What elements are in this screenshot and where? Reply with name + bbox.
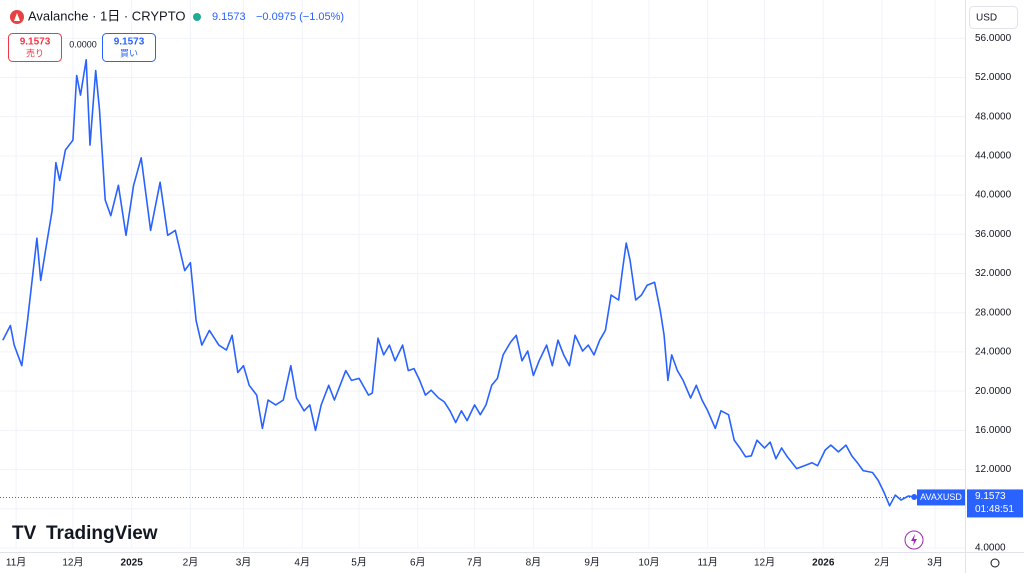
symbol-title[interactable]: Avalanche · 1日 · CRYPTO bbox=[28, 8, 186, 23]
price-tag bbox=[967, 489, 1023, 518]
spread: 0.0000 bbox=[69, 39, 97, 49]
sell-price: 9.1573 bbox=[20, 37, 51, 48]
plot bbox=[0, 59, 965, 507]
flash-icon bbox=[911, 534, 917, 546]
x-tick-label: 2月 bbox=[183, 557, 199, 569]
x-tick-label: 10月 bbox=[638, 557, 659, 569]
price-tag-value: 9.1573 bbox=[975, 491, 1006, 502]
y-tick-label: 12.0000 bbox=[975, 464, 1012, 475]
y-tick-label: 28.0000 bbox=[975, 307, 1012, 318]
header-price: 9.1573 bbox=[212, 11, 246, 23]
sell-button[interactable] bbox=[8, 33, 62, 62]
y-tick-label: 24.0000 bbox=[975, 347, 1012, 358]
price-tag-countdown: 01:48:51 bbox=[975, 504, 1014, 515]
x-tick-label: 3月 bbox=[236, 557, 252, 569]
sell-label: 売り bbox=[26, 47, 44, 58]
buy-label: 買い bbox=[120, 48, 138, 58]
x-tick-label: 11月 bbox=[6, 557, 26, 569]
currency: USD bbox=[976, 13, 997, 24]
y-tick-label: 48.0000 bbox=[975, 111, 1012, 122]
y-tick-label: 20.0000 bbox=[975, 386, 1012, 397]
x-tick-label: 2月 bbox=[874, 557, 890, 569]
header-change: −0.0975 (−1.05%) bbox=[256, 11, 344, 23]
x-tick-label: 5月 bbox=[351, 557, 367, 569]
y-tick-label: 52.0000 bbox=[975, 72, 1012, 83]
grid bbox=[0, 0, 965, 549]
x-tick-label: 8月 bbox=[526, 557, 542, 569]
y-tick-label: 40.0000 bbox=[975, 190, 1012, 201]
x-tick-label: 3月 bbox=[927, 557, 943, 569]
symbol-tag bbox=[917, 489, 965, 506]
x-tick-label: 9月 bbox=[584, 557, 600, 569]
y-tick-label: 4.0000 bbox=[975, 543, 1006, 554]
x-tick-label: 2026 bbox=[812, 558, 835, 569]
symbol-tag-label: AVAXUSD bbox=[920, 492, 962, 502]
x-tick-label: 6月 bbox=[410, 557, 426, 569]
currency-button[interactable] bbox=[969, 6, 1018, 29]
last-point bbox=[911, 494, 918, 501]
settings-button[interactable] bbox=[990, 558, 1000, 568]
x-tick-label: 12月 bbox=[754, 557, 775, 569]
market-status bbox=[193, 13, 201, 21]
y-tick-label: 16.0000 bbox=[975, 425, 1012, 436]
y-tick-label: 32.0000 bbox=[975, 268, 1012, 279]
buy-price: 9.1573 bbox=[114, 37, 145, 48]
x-tick-label: 11月 bbox=[697, 557, 717, 569]
y-tick-label: 56.0000 bbox=[975, 33, 1012, 44]
logo: TradingView bbox=[46, 523, 158, 544]
price-line bbox=[2, 59, 915, 507]
x-tick-label: 12月 bbox=[62, 557, 83, 569]
buy-button[interactable] bbox=[102, 33, 156, 62]
y-tick-label: 36.0000 bbox=[975, 229, 1012, 240]
symbol-icon-glyph bbox=[14, 13, 20, 21]
x-tick-label: 4月 bbox=[294, 557, 310, 569]
y-tick-label: 44.0000 bbox=[975, 151, 1012, 162]
x-tick-label: 7月 bbox=[467, 557, 483, 569]
logo-mark: TV bbox=[12, 523, 37, 544]
x-tick-label: 2025 bbox=[121, 558, 144, 569]
